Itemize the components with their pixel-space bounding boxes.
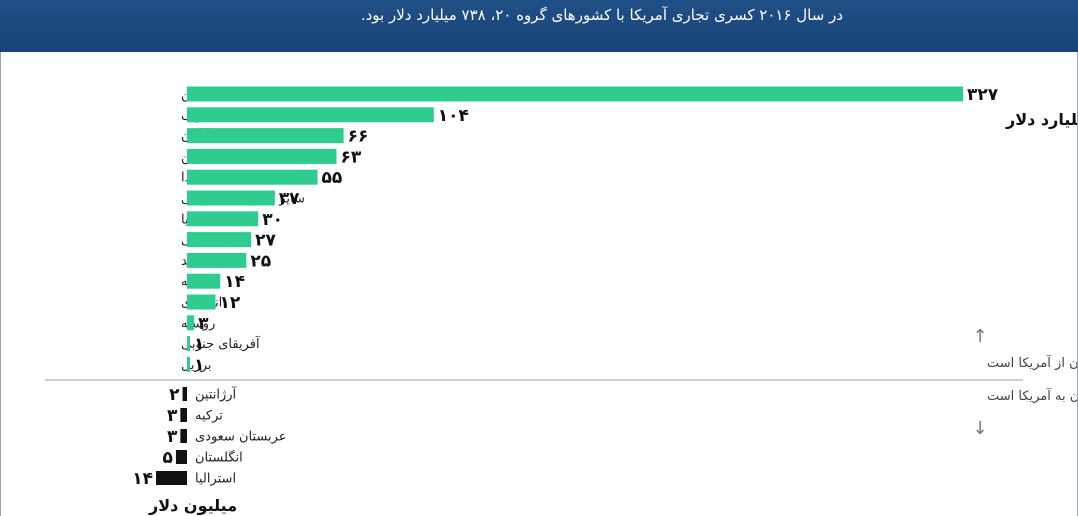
value-label: ۱۴ [224, 272, 245, 292]
deficit-bars: ۲ آرژانتین ۳ ترکیه ۳ عربستان سعودی ۵ انگلستان ۱۴… [132, 385, 286, 489]
value-label: ۲۷ [255, 231, 276, 251]
bar [187, 232, 252, 248]
value-label: ۶۳ [341, 147, 362, 167]
down-arrow-icon: ↓ [972, 418, 987, 439]
bar [187, 107, 434, 123]
bar [187, 169, 318, 185]
bar [180, 429, 187, 443]
value-label: ۵ [163, 448, 173, 468]
bar [156, 471, 187, 485]
bar [187, 273, 221, 289]
value-label: ۱۴ [132, 469, 153, 489]
chart-card: چین۳۲۷مکزیک۱۰۴آلمان۶۶ژاپن۶۳کانادا۵۵سایر … [0, 52, 1078, 516]
category-label: آفریقای جنوبی [181, 335, 261, 352]
value-label: ۳ [198, 314, 209, 334]
value-label: ۱۰۴ [438, 106, 469, 126]
page-title: در سال ۲۰۱۶ کسری تجاری آمریکا با کشورهای… [360, 6, 843, 24]
bar [187, 86, 963, 102]
bar [175, 450, 187, 464]
category-label: آرژانتین [195, 386, 238, 403]
bar [187, 336, 190, 352]
bar [187, 148, 337, 164]
category-label: عربستان سعودی [195, 430, 287, 445]
bar [187, 315, 195, 331]
surplus-bars: چین۳۲۷مکزیک۱۰۴آلمان۶۶ژاپن۶۳کانادا۵۵سایر … [181, 85, 999, 375]
value-label: ۳۰ [262, 210, 283, 230]
value-label: ۶۶ [348, 127, 369, 147]
bar [187, 294, 216, 310]
value-label: ۱۲ [219, 293, 240, 313]
value-label: ۲ [169, 385, 180, 405]
bar [187, 211, 259, 227]
category-label: استرالیا [195, 472, 236, 487]
unit-label-billion: میلیارد دلار [1005, 110, 1077, 129]
up-arrow-icon: ↑ [972, 326, 987, 347]
value-label: ۲۵ [250, 251, 271, 271]
deficit-annotation: واردات این کشورها از آمریکا بیش از صادرا… [987, 387, 1077, 404]
value-label: ۱ [194, 355, 204, 375]
bar [180, 408, 187, 422]
value-label: ۳۷ [279, 189, 300, 209]
value-label: ۳۲۷ [967, 85, 999, 105]
category-label: انگلستان [195, 450, 243, 466]
bar [182, 387, 187, 401]
bar [187, 128, 344, 144]
value-label: ۱ [194, 335, 204, 355]
value-label: ۵۵ [322, 168, 343, 188]
value-label: ۳ [167, 406, 178, 426]
surplus-annotation: صادرات این کشورها به آمریکا بیش از واردا… [987, 354, 1077, 371]
bar [187, 356, 190, 372]
bar [187, 190, 275, 206]
header-banner: در سال ۲۰۱۶ کسری تجاری آمریکا با کشورهای… [0, 0, 1078, 52]
trade-balance-chart: چین۳۲۷مکزیک۱۰۴آلمان۶۶ژاپن۶۳کانادا۵۵سایر … [45, 85, 1077, 515]
category-label: ترکیه [195, 409, 223, 424]
bar [187, 252, 247, 268]
unit-label-million: میلیون دلار [148, 496, 237, 515]
value-label: ۳ [167, 427, 178, 447]
